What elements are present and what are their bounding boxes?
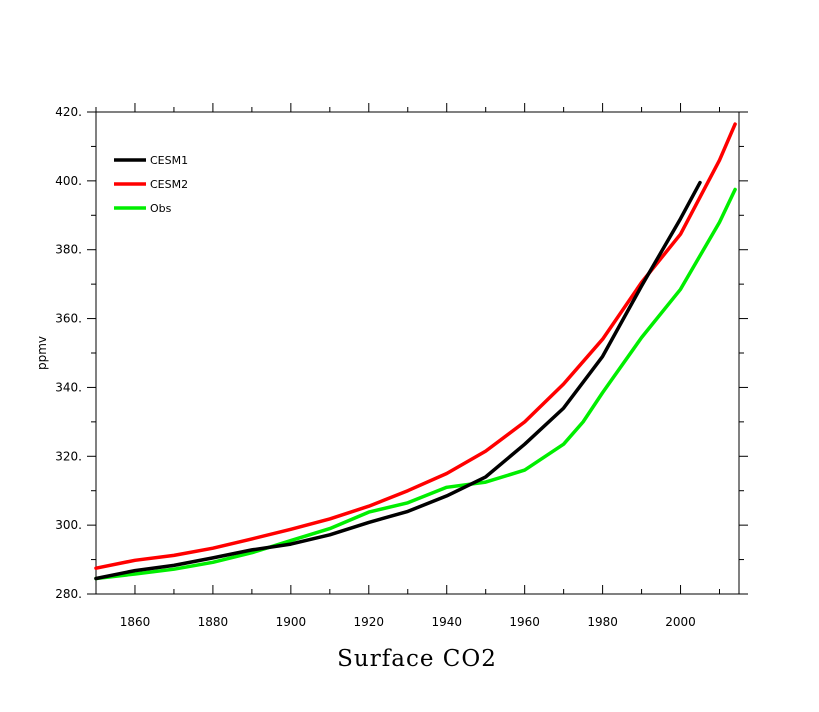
y-tick-label: 280. bbox=[55, 587, 82, 601]
series-line-cesm1 bbox=[94, 180, 702, 581]
x-tick-label: 1920 bbox=[354, 615, 385, 629]
y-tick-label: 340. bbox=[55, 380, 82, 394]
y-tick-label: 320. bbox=[55, 449, 82, 463]
chart-title: Surface CO2 bbox=[337, 646, 497, 672]
x-tick-label: 1860 bbox=[120, 615, 151, 629]
x-tick-label: 1960 bbox=[509, 615, 540, 629]
legend-label-cesm1: CESM1 bbox=[150, 154, 188, 167]
x-tick-label: 1980 bbox=[587, 615, 618, 629]
legend-label-obs: Obs bbox=[150, 202, 172, 215]
x-tick-label: 1900 bbox=[276, 615, 307, 629]
plot-frame bbox=[95, 111, 740, 595]
x-tick-label: 1940 bbox=[431, 615, 462, 629]
legend: CESM1 CESM2 Obs bbox=[114, 154, 188, 215]
y-tick-label: 360. bbox=[55, 312, 82, 326]
series-lines bbox=[94, 122, 737, 581]
x-tick-label: 2000 bbox=[665, 615, 696, 629]
x-tick-label: 1880 bbox=[198, 615, 229, 629]
y-tick-label: 400. bbox=[55, 174, 82, 188]
y-tick-label: 300. bbox=[55, 518, 82, 532]
y-tick-label: 380. bbox=[55, 243, 82, 257]
axes: 1860 1880 1900 1920 1940 1960 1980 2000 280. 300.… bbox=[55, 103, 748, 629]
y-axis-label: ppmv bbox=[35, 336, 49, 370]
y-tick-label: 420. bbox=[55, 105, 82, 119]
legend-label-cesm2: CESM2 bbox=[150, 178, 188, 191]
series-line-obs bbox=[94, 187, 737, 581]
